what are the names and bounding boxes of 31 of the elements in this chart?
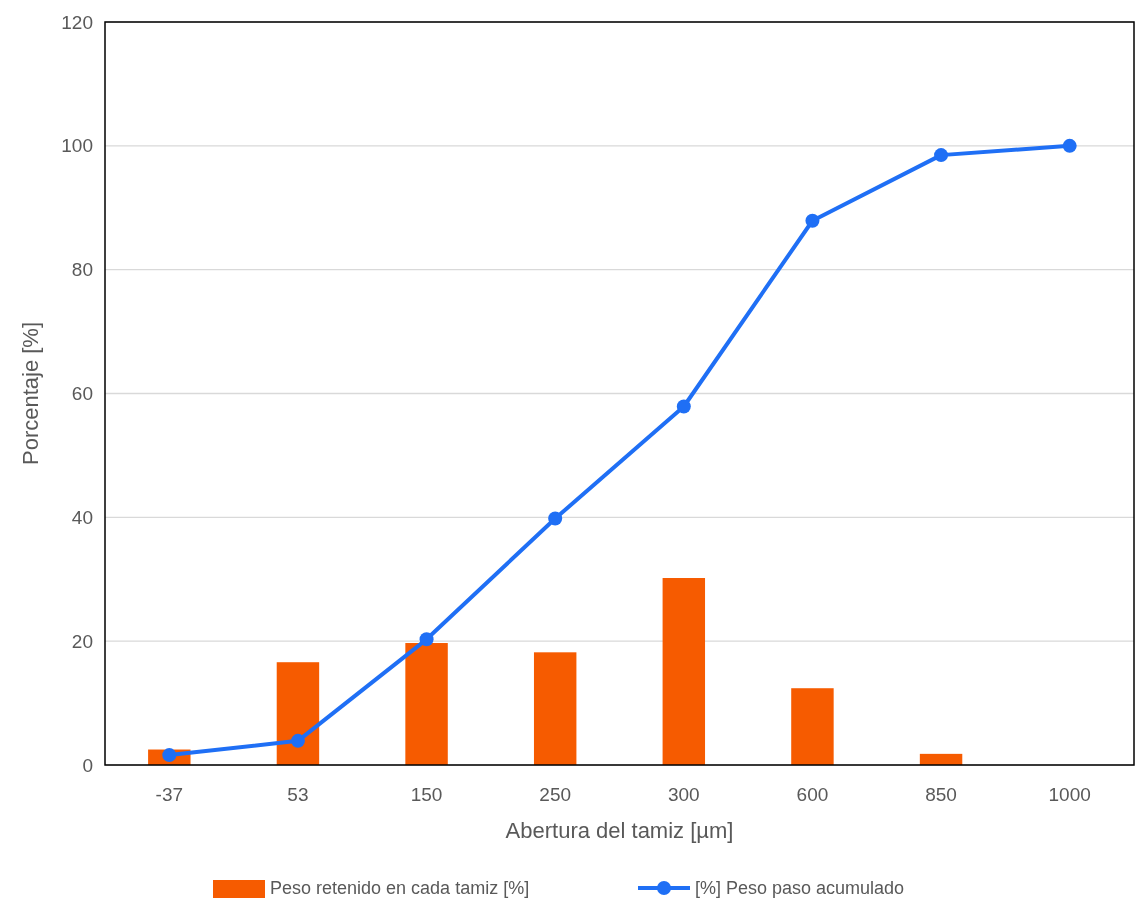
x-tick-label: 250 <box>539 784 572 805</box>
bar <box>662 578 706 765</box>
x-tick-label: 53 <box>287 784 309 805</box>
legend-label: Peso retenido en cada tamiz [%] <box>270 878 530 899</box>
y-axis-title: Porcentaje [%] <box>18 321 43 466</box>
point <box>290 733 305 748</box>
x-axis-title: Abertura del tamiz [µm] <box>505 818 734 843</box>
point <box>934 148 949 163</box>
bar <box>533 652 577 765</box>
y-tick-label: 20 <box>71 630 93 652</box>
legend-label: [%] Peso paso acumulado <box>695 878 905 899</box>
point <box>1062 138 1077 153</box>
bar <box>791 688 834 765</box>
point <box>676 399 691 414</box>
x-tick-label: -37 <box>155 784 184 805</box>
y-tick-label: 100 <box>61 135 93 157</box>
x-tick-label: 850 <box>925 784 957 805</box>
point <box>805 213 820 228</box>
point <box>419 632 434 647</box>
y-tick-label: 120 <box>61 11 93 33</box>
x-tick-label: 300 <box>667 784 700 805</box>
y-tick-label: 0 <box>82 754 93 776</box>
y-tick-label: 40 <box>71 506 93 528</box>
y-tick-label: 60 <box>71 383 93 405</box>
y-tick-label: 80 <box>71 259 93 281</box>
point <box>548 511 563 526</box>
bar <box>276 662 320 765</box>
x-tick-label: 150 <box>410 784 443 805</box>
bar <box>405 643 448 765</box>
x-tick-label: 600 <box>796 784 829 805</box>
x-tick-label: 1000 <box>1048 784 1091 805</box>
